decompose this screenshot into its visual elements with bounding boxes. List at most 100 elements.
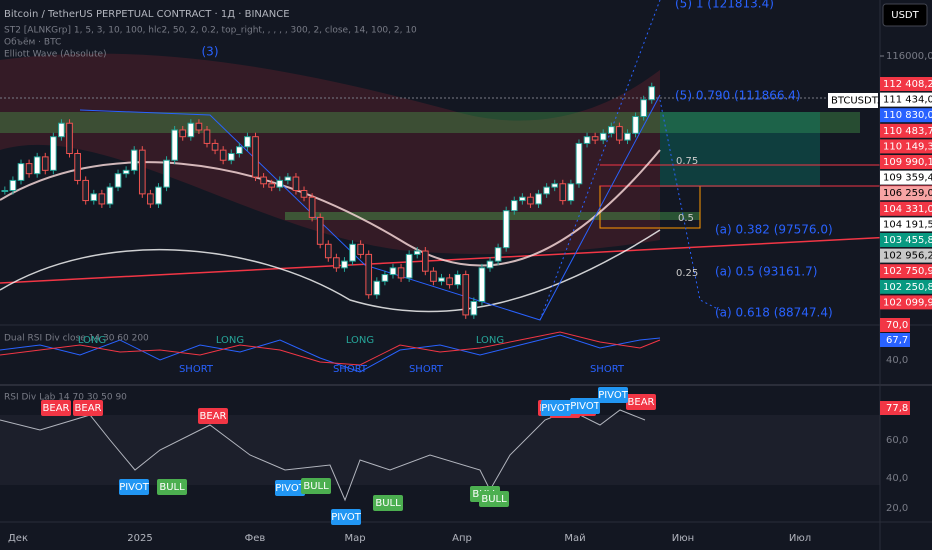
price-label: 110 830,0 <box>883 110 932 121</box>
price-label-bg <box>880 139 932 154</box>
y-tick-label: 40,0 <box>886 473 908 484</box>
pane-title: RSI Div Lab 14 70 30 50 90 <box>4 393 127 403</box>
trend-line <box>0 234 932 284</box>
signal-label: SHORT <box>333 364 368 375</box>
candle <box>187 122 195 138</box>
signal-badge <box>41 400 71 416</box>
indicator-legend: Объём · BTC <box>4 38 61 48</box>
ticker-tag-text: BTCUSDT.P <box>831 96 886 107</box>
candle <box>527 196 534 205</box>
candle <box>632 116 639 134</box>
axis-badge <box>880 333 910 347</box>
candle <box>9 179 17 192</box>
signal-label: BEAR <box>43 403 70 414</box>
price-label: 104 331,0 <box>883 204 932 215</box>
candle <box>276 179 284 188</box>
candle <box>365 253 373 296</box>
signal-badge <box>157 479 187 495</box>
signal-label: BEAR <box>75 403 102 414</box>
signal-badge <box>73 400 103 416</box>
candle <box>260 176 267 185</box>
signal-badge <box>275 480 305 496</box>
candle <box>575 142 583 185</box>
candle <box>648 86 656 101</box>
candle <box>421 250 429 272</box>
x-tick-label: Июл <box>789 533 811 544</box>
fib-label: 0.5 <box>678 213 694 224</box>
zone <box>0 112 860 133</box>
signal-label: LONG <box>476 335 504 346</box>
candle <box>438 277 445 282</box>
price-label-bg <box>880 77 932 91</box>
candle <box>268 183 276 188</box>
candle <box>17 163 25 181</box>
candle <box>357 243 364 255</box>
axis-badge <box>880 401 910 415</box>
price-label: 104 191,5 <box>883 219 932 230</box>
price-label: 112 408,2 <box>883 79 932 90</box>
signal-badge <box>301 478 331 494</box>
signal-label: LONG <box>216 335 244 346</box>
candle <box>58 122 65 138</box>
signal-label: SHORT <box>179 364 214 375</box>
price-label: 102 750,9 <box>883 266 932 277</box>
price-label-bg <box>880 123 932 138</box>
candle <box>244 136 251 148</box>
signal-badge <box>598 387 628 403</box>
zone <box>660 112 820 187</box>
rsi-line <box>0 334 661 373</box>
signal-badge <box>570 398 600 414</box>
x-tick-label: Апр <box>452 533 472 544</box>
candle <box>607 126 615 134</box>
price-label-bg <box>880 279 932 294</box>
price-label-bg <box>880 186 932 201</box>
candle <box>155 186 162 205</box>
candle <box>397 267 405 279</box>
candle <box>341 260 348 269</box>
signal-label: PIVOT <box>598 390 629 401</box>
fib-label: 0.25 <box>676 268 698 279</box>
price-label: 106 259,0 <box>883 188 932 199</box>
candle <box>219 149 227 161</box>
signal-label: BEAR <box>200 411 227 422</box>
signal-label: BULL <box>375 498 401 509</box>
signal-badge <box>373 495 403 511</box>
candle <box>66 122 73 155</box>
candle <box>624 132 631 141</box>
projection <box>539 0 721 321</box>
candle <box>349 243 356 262</box>
signal-badge <box>119 479 149 495</box>
x-tick-label: Фев <box>245 533 266 544</box>
x-tick-label: 2025 <box>127 533 152 544</box>
axis-badge <box>880 318 910 332</box>
candle <box>446 277 453 286</box>
candle <box>333 257 340 269</box>
indicator-legend: Elliott Wave (Absolute) <box>4 50 107 60</box>
rsi-line <box>0 331 661 366</box>
candle <box>308 196 316 218</box>
y-tick-label: 60,0 <box>886 435 908 446</box>
signal-label: BULL <box>303 481 329 492</box>
price-label-bg <box>880 155 932 169</box>
y-tick-label: 77,8 <box>886 403 908 414</box>
candle <box>316 216 324 245</box>
candle <box>551 183 559 188</box>
candle <box>454 274 462 286</box>
ticker-tag <box>828 93 878 108</box>
signal-label: LONG <box>346 335 374 346</box>
candle <box>478 267 486 302</box>
signal-label: PIVOT <box>331 512 362 523</box>
wave-line <box>79 94 661 321</box>
y-tick-label: 20,0 <box>886 503 908 514</box>
signal-label: PIVOT <box>570 401 601 412</box>
candle <box>292 176 300 192</box>
candle <box>41 156 49 171</box>
signal-badge <box>479 491 509 507</box>
candle <box>90 193 98 202</box>
candle <box>50 136 57 171</box>
candle <box>122 169 130 175</box>
signal-label: PIVOT <box>541 403 572 414</box>
currency-button[interactable] <box>882 3 928 27</box>
price-label-bg <box>880 108 932 123</box>
